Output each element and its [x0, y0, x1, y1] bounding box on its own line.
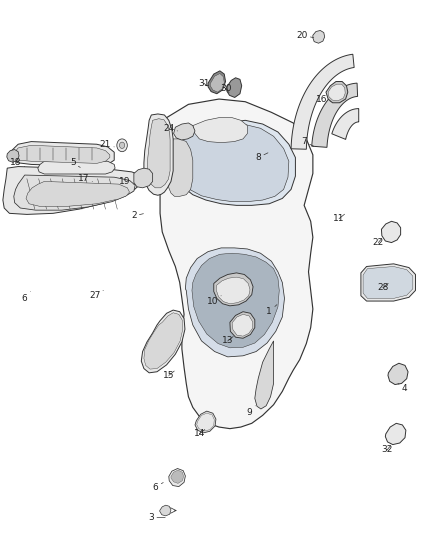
Polygon shape [38, 161, 115, 174]
Polygon shape [210, 74, 224, 92]
Text: 28: 28 [377, 283, 389, 292]
Text: 14: 14 [194, 430, 205, 439]
Text: 30: 30 [220, 84, 231, 93]
Text: 21: 21 [100, 140, 114, 149]
Polygon shape [326, 82, 348, 103]
Polygon shape [134, 168, 152, 188]
Text: 6: 6 [22, 292, 30, 303]
Text: 27: 27 [89, 290, 103, 300]
Polygon shape [361, 264, 416, 301]
Polygon shape [144, 114, 173, 195]
Polygon shape [160, 99, 313, 429]
Polygon shape [3, 166, 141, 214]
Circle shape [117, 139, 127, 152]
Polygon shape [7, 150, 19, 163]
Text: 32: 32 [381, 446, 393, 455]
Polygon shape [197, 413, 214, 431]
Polygon shape [363, 266, 413, 298]
Polygon shape [14, 175, 135, 210]
Polygon shape [313, 30, 325, 43]
Polygon shape [291, 54, 354, 149]
Text: 8: 8 [255, 153, 268, 162]
Polygon shape [159, 505, 171, 516]
Polygon shape [227, 78, 242, 98]
Polygon shape [177, 120, 295, 205]
Text: 5: 5 [70, 158, 80, 167]
Circle shape [120, 142, 125, 149]
Text: 20: 20 [296, 31, 314, 40]
Text: 6: 6 [153, 482, 163, 491]
Polygon shape [171, 470, 184, 483]
Polygon shape [230, 312, 255, 338]
Text: 13: 13 [222, 336, 233, 345]
Text: 15: 15 [163, 371, 174, 380]
Text: 1: 1 [266, 305, 277, 316]
Polygon shape [148, 119, 170, 188]
Text: 17: 17 [78, 174, 92, 183]
Text: 9: 9 [247, 406, 255, 417]
Text: 16: 16 [316, 94, 330, 103]
Polygon shape [144, 313, 183, 369]
Text: 31: 31 [198, 78, 209, 87]
Text: 4: 4 [398, 383, 407, 393]
Polygon shape [214, 273, 253, 306]
Text: 19: 19 [120, 177, 134, 186]
Polygon shape [332, 109, 359, 140]
Polygon shape [216, 277, 250, 304]
Polygon shape [173, 123, 195, 140]
Polygon shape [26, 181, 130, 206]
Polygon shape [182, 124, 289, 201]
Polygon shape [169, 469, 185, 487]
Polygon shape [192, 253, 279, 348]
Polygon shape [381, 221, 401, 243]
Polygon shape [185, 248, 285, 357]
Polygon shape [208, 71, 226, 94]
Text: 24: 24 [163, 124, 177, 133]
Text: 18: 18 [10, 158, 25, 167]
Text: 11: 11 [333, 214, 345, 223]
Polygon shape [388, 364, 408, 384]
Text: 10: 10 [207, 296, 221, 305]
Text: 22: 22 [373, 238, 384, 247]
Polygon shape [195, 411, 216, 433]
Polygon shape [9, 142, 114, 166]
Polygon shape [232, 314, 253, 336]
Polygon shape [385, 423, 406, 445]
Polygon shape [14, 146, 110, 164]
Polygon shape [141, 310, 185, 373]
Polygon shape [328, 84, 345, 101]
Polygon shape [193, 118, 247, 143]
Text: 2: 2 [131, 212, 143, 221]
Text: 3: 3 [148, 513, 165, 522]
Polygon shape [167, 139, 193, 196]
Text: 7: 7 [301, 137, 314, 146]
Polygon shape [255, 341, 274, 409]
Polygon shape [312, 83, 357, 147]
